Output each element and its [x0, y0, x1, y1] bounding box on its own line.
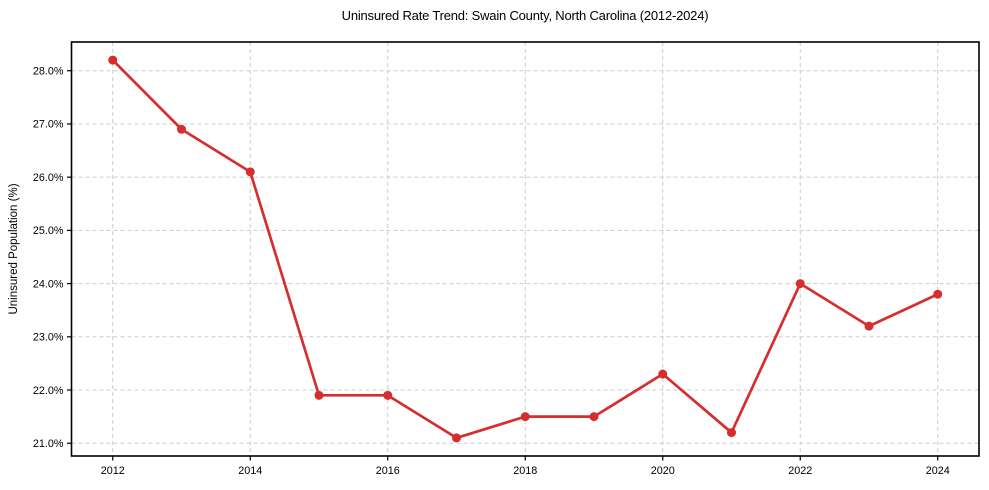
y-tick-label: 22.0%	[33, 385, 64, 397]
data-point-2012	[108, 55, 118, 65]
x-tick-label: 2024	[926, 465, 950, 477]
data-point-2020	[658, 369, 668, 379]
chart-title: Uninsured Rate Trend: Swain County, Nort…	[341, 8, 709, 23]
data-point-2021	[727, 428, 736, 438]
x-tick-label: 2012	[101, 465, 125, 477]
y-tick-label: 23.0%	[33, 332, 64, 344]
data-point-2014	[245, 167, 255, 177]
data-point-2019	[589, 412, 599, 422]
data-point-2018	[520, 412, 530, 422]
x-tick-label: 2016	[376, 465, 400, 477]
y-tick-label: 28.0%	[33, 66, 64, 78]
data-point-2017	[452, 433, 461, 443]
data-point-2015	[314, 390, 324, 400]
data-point-2023	[864, 321, 874, 331]
data-point-2024	[933, 289, 943, 299]
data-point-2013	[177, 124, 186, 134]
x-tick-label: 2018	[513, 465, 537, 477]
y-tick-label: 21.0%	[33, 438, 64, 450]
x-tick-label: 2022	[788, 465, 812, 477]
data-point-2016	[383, 390, 393, 400]
y-tick-label: 27.0%	[33, 119, 64, 131]
x-tick-label: 2020	[651, 465, 675, 477]
data-point-2022	[795, 279, 805, 289]
x-tick-label: 2014	[238, 465, 262, 477]
y-tick-label: 26.0%	[33, 172, 64, 184]
y-tick-label: 25.0%	[33, 225, 64, 237]
y-tick-label: 24.0%	[33, 278, 64, 290]
